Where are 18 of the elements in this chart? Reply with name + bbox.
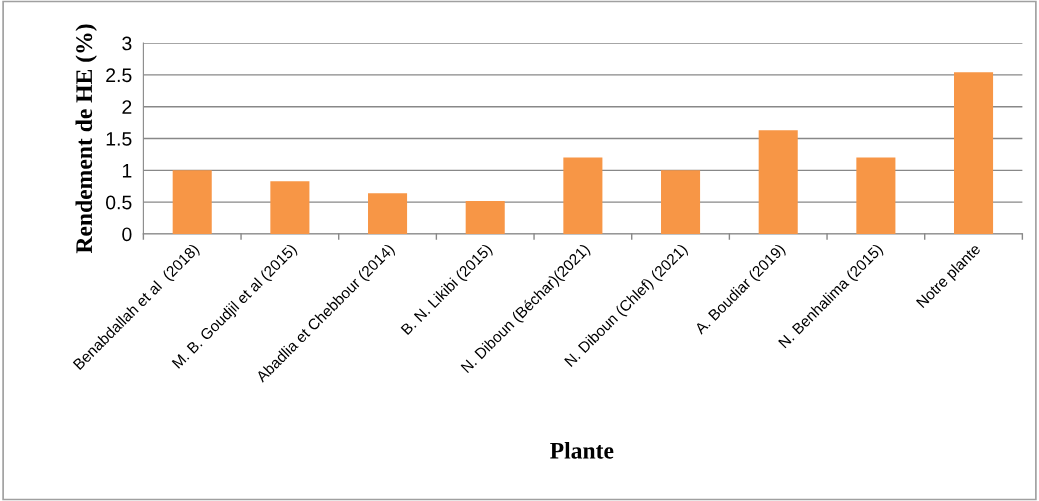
y-tick-label: 1.5 bbox=[106, 132, 132, 146]
y-axis-title: Rendement de HE (%) bbox=[75, 24, 97, 254]
bar bbox=[368, 193, 408, 234]
bar bbox=[758, 130, 798, 234]
bar bbox=[856, 157, 896, 234]
x-axis-title: Plante bbox=[550, 442, 614, 459]
bar bbox=[172, 170, 212, 234]
y-tick-label: 3 bbox=[122, 36, 132, 51]
y-tick-label: 0.5 bbox=[106, 195, 132, 210]
bar bbox=[661, 170, 701, 234]
bar bbox=[270, 181, 310, 234]
y-tick-label: 0 bbox=[122, 227, 132, 242]
bar bbox=[954, 72, 994, 234]
y-tick-label: 1 bbox=[122, 164, 132, 178]
bar bbox=[465, 200, 505, 234]
y-tick-label: 2.5 bbox=[106, 68, 132, 83]
y-tick-label: 2 bbox=[122, 100, 132, 114]
bar bbox=[563, 157, 603, 234]
